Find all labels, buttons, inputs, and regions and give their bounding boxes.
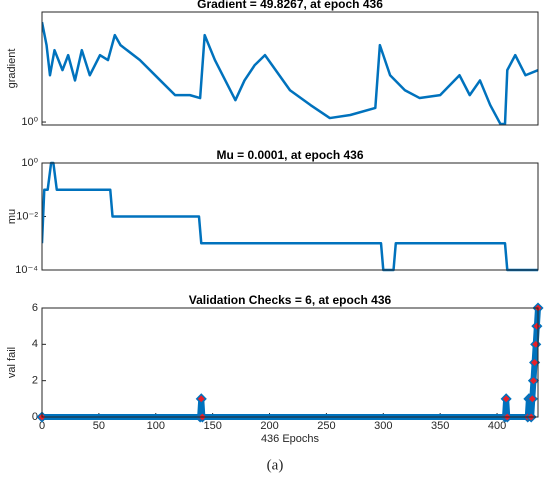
data-marker	[527, 375, 540, 387]
x-tick-label: 300	[374, 420, 392, 432]
x-tick-label: 50	[93, 420, 105, 432]
x-tick-label: 250	[317, 420, 335, 432]
x-tick-label: 350	[431, 420, 449, 432]
y-tick-label: 0	[32, 411, 38, 423]
chart-title: Mu = 0.0001, at epoch 436	[216, 148, 363, 162]
y-axis-label: gradient	[6, 49, 18, 89]
x-tick-label: 400	[488, 420, 506, 432]
x-axis-label: 436 Epochs	[261, 433, 320, 445]
y-tick-label: 10⁻²	[16, 210, 38, 222]
data-marker	[531, 320, 543, 332]
y-tick-label: 2	[32, 375, 38, 387]
axes-box	[41, 307, 539, 418]
x-tick-label: 200	[260, 420, 278, 432]
data-line	[42, 21, 539, 126]
caption: (a)	[267, 457, 284, 473]
chart-title: Validation Checks = 6, at epoch 436	[189, 293, 392, 307]
y-tick-label: 10⁻⁴	[15, 264, 38, 276]
x-tick-label: 150	[203, 420, 221, 432]
data-marker	[195, 393, 207, 405]
y-tick-label: 10⁰	[21, 116, 38, 128]
axes-box	[41, 162, 539, 271]
x-tick-label: 0	[39, 420, 45, 432]
data-marker	[526, 393, 538, 405]
y-axis-label: mu	[6, 209, 18, 224]
y-tick-label: 6	[32, 302, 38, 314]
chart-title: Gradient = 49.8267, at epoch 436	[197, 0, 383, 11]
data-marker	[500, 393, 512, 405]
data-line	[42, 161, 538, 272]
y-tick-label: 4	[32, 338, 38, 350]
axes-box	[41, 11, 539, 126]
y-tick-label: 10⁰	[21, 157, 38, 169]
x-tick-label: 100	[147, 420, 165, 432]
y-axis-label: val fail	[6, 347, 18, 378]
